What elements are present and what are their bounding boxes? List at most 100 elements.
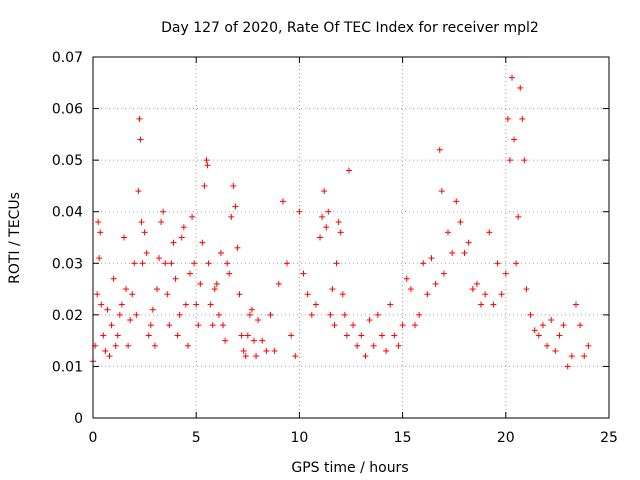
data-point [141,229,148,236]
data-point [513,260,520,267]
data-point [133,311,140,318]
data-point [333,260,340,267]
data-point [521,157,528,164]
data-point [577,322,584,329]
data-point [123,286,130,293]
data-point [329,286,336,293]
data-point [220,322,227,329]
data-point [395,342,402,349]
data-point [238,332,245,339]
data-point [445,229,452,236]
data-point [244,332,251,339]
data-point [211,286,218,293]
data-point [403,275,410,282]
data-point [97,229,104,236]
data-point [248,306,255,313]
x-tick-label: 25 [600,430,618,446]
data-point [116,311,123,318]
data-point [250,337,257,344]
data-point [228,213,235,220]
data-point [170,239,177,246]
data-point [436,146,443,153]
data-point [108,322,115,329]
data-point [187,270,194,277]
data-point [110,275,117,282]
data-point [195,322,202,329]
data-point [350,322,357,329]
data-point [339,291,346,298]
data-point [511,136,518,143]
data-point [508,74,515,81]
data-point [502,270,509,277]
data-point [544,342,551,349]
data-point [263,347,270,354]
data-point [354,342,361,349]
data-point [226,270,233,277]
data-point [568,353,575,360]
data-point [207,301,214,308]
data-point [102,347,109,354]
data-point [174,332,181,339]
data-point [358,332,365,339]
data-point [564,363,571,370]
data-point [457,219,464,226]
data-point [267,311,274,318]
y-tick-label: 0.06 [52,102,83,118]
data-point [490,301,497,308]
data-point [197,280,204,287]
data-point [224,260,231,267]
data-point [343,332,350,339]
data-point [515,213,522,220]
data-point [147,322,154,329]
data-point [296,208,303,215]
data-point [288,332,295,339]
x-tick-label: 20 [497,430,515,446]
data-point [240,347,247,354]
data-point [473,280,480,287]
data-point [321,188,328,195]
data-point [325,208,332,215]
y-axis-label: ROTI / TECUs [7,192,23,284]
data-point [461,249,468,256]
data-point [517,84,524,91]
data-point [465,239,472,246]
data-point [96,255,103,262]
data-point [300,270,307,277]
data-point [335,219,342,226]
y-tick-label: 0.07 [52,50,83,66]
data-point [531,327,538,334]
data-point [164,291,171,298]
data-point [284,260,291,267]
data-point [304,291,311,298]
data-point [125,342,132,349]
data-point [193,301,200,308]
data-point [182,301,189,308]
data-point [362,353,369,360]
data-point [204,162,211,169]
data-point [391,332,398,339]
y-tick-label: 0.03 [52,256,83,272]
data-point [209,322,216,329]
data-point [552,347,559,354]
data-point [143,249,150,256]
data-point [548,317,555,324]
data-point [341,311,348,318]
data-point [366,317,373,324]
grid-lines [93,57,609,418]
data-point [383,347,390,354]
data-point [98,301,105,308]
data-point [156,255,163,262]
data-point [189,213,196,220]
axis-ticks: 0 5 10 15 20 25 0 0.01 0.02 0.03 0.04 0.05 0.06 0.07 [52,50,618,446]
data-point [556,332,563,339]
data-point [416,311,423,318]
data-point [345,167,352,174]
data-point [478,301,485,308]
data-point [246,311,253,318]
data-point [215,311,222,318]
data-point [432,280,439,287]
data-point [129,291,136,298]
data-point [232,203,239,210]
data-point [539,322,546,329]
